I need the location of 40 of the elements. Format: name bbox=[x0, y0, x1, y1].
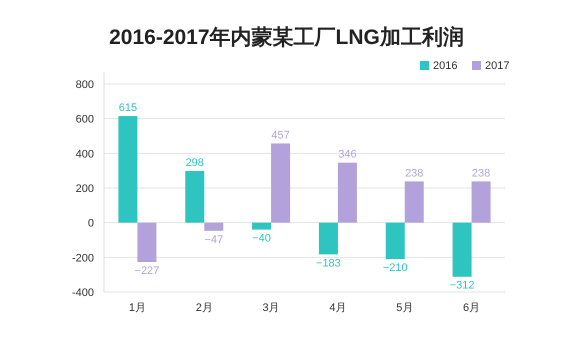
y-tick-label: 800 bbox=[76, 79, 94, 91]
x-tick-label: 2月 bbox=[196, 302, 213, 314]
bar bbox=[472, 181, 491, 223]
bar bbox=[185, 171, 204, 223]
data-label: 615 bbox=[118, 102, 138, 114]
data-label: 457 bbox=[271, 129, 290, 142]
bar bbox=[118, 116, 138, 223]
bar bbox=[338, 162, 357, 223]
y-tick-label: 400 bbox=[76, 148, 94, 160]
y-tick-label: -200 bbox=[72, 252, 94, 264]
y-tick-label: -400 bbox=[72, 287, 94, 299]
legend-label: 2017 bbox=[485, 60, 510, 72]
data-label: −183 bbox=[316, 257, 341, 270]
data-label: 238 bbox=[472, 167, 490, 180]
bar bbox=[386, 222, 405, 260]
data-label: −210 bbox=[382, 262, 408, 274]
data-label: −40 bbox=[252, 232, 271, 245]
data-label: 238 bbox=[405, 167, 424, 180]
bar bbox=[271, 143, 290, 223]
title: 2016-2017年内蒙某工厂LNG加工利润 bbox=[109, 26, 464, 49]
data-label: −312 bbox=[450, 280, 474, 292]
data-label: 298 bbox=[186, 157, 204, 170]
data-label: −47 bbox=[204, 234, 224, 246]
bar bbox=[318, 222, 338, 254]
x-tick-label: 6月 bbox=[463, 302, 480, 314]
legend-label: 2016 bbox=[433, 60, 458, 72]
y-tick-label: 200 bbox=[76, 183, 94, 195]
x-tick-label: 1月 bbox=[128, 302, 146, 314]
y-tick-label: 600 bbox=[76, 114, 94, 126]
data-label: −227 bbox=[134, 265, 160, 278]
bar bbox=[204, 222, 224, 231]
x-tick-label: 3月 bbox=[262, 302, 280, 314]
bar bbox=[252, 222, 272, 230]
bar bbox=[137, 222, 156, 262]
data-label: 346 bbox=[338, 148, 357, 161]
bar bbox=[452, 222, 472, 277]
x-tick-label: 5月 bbox=[396, 302, 414, 314]
x-tick-label: 4月 bbox=[329, 302, 346, 314]
y-tick-label: 0 bbox=[88, 218, 94, 230]
bar bbox=[404, 181, 424, 223]
